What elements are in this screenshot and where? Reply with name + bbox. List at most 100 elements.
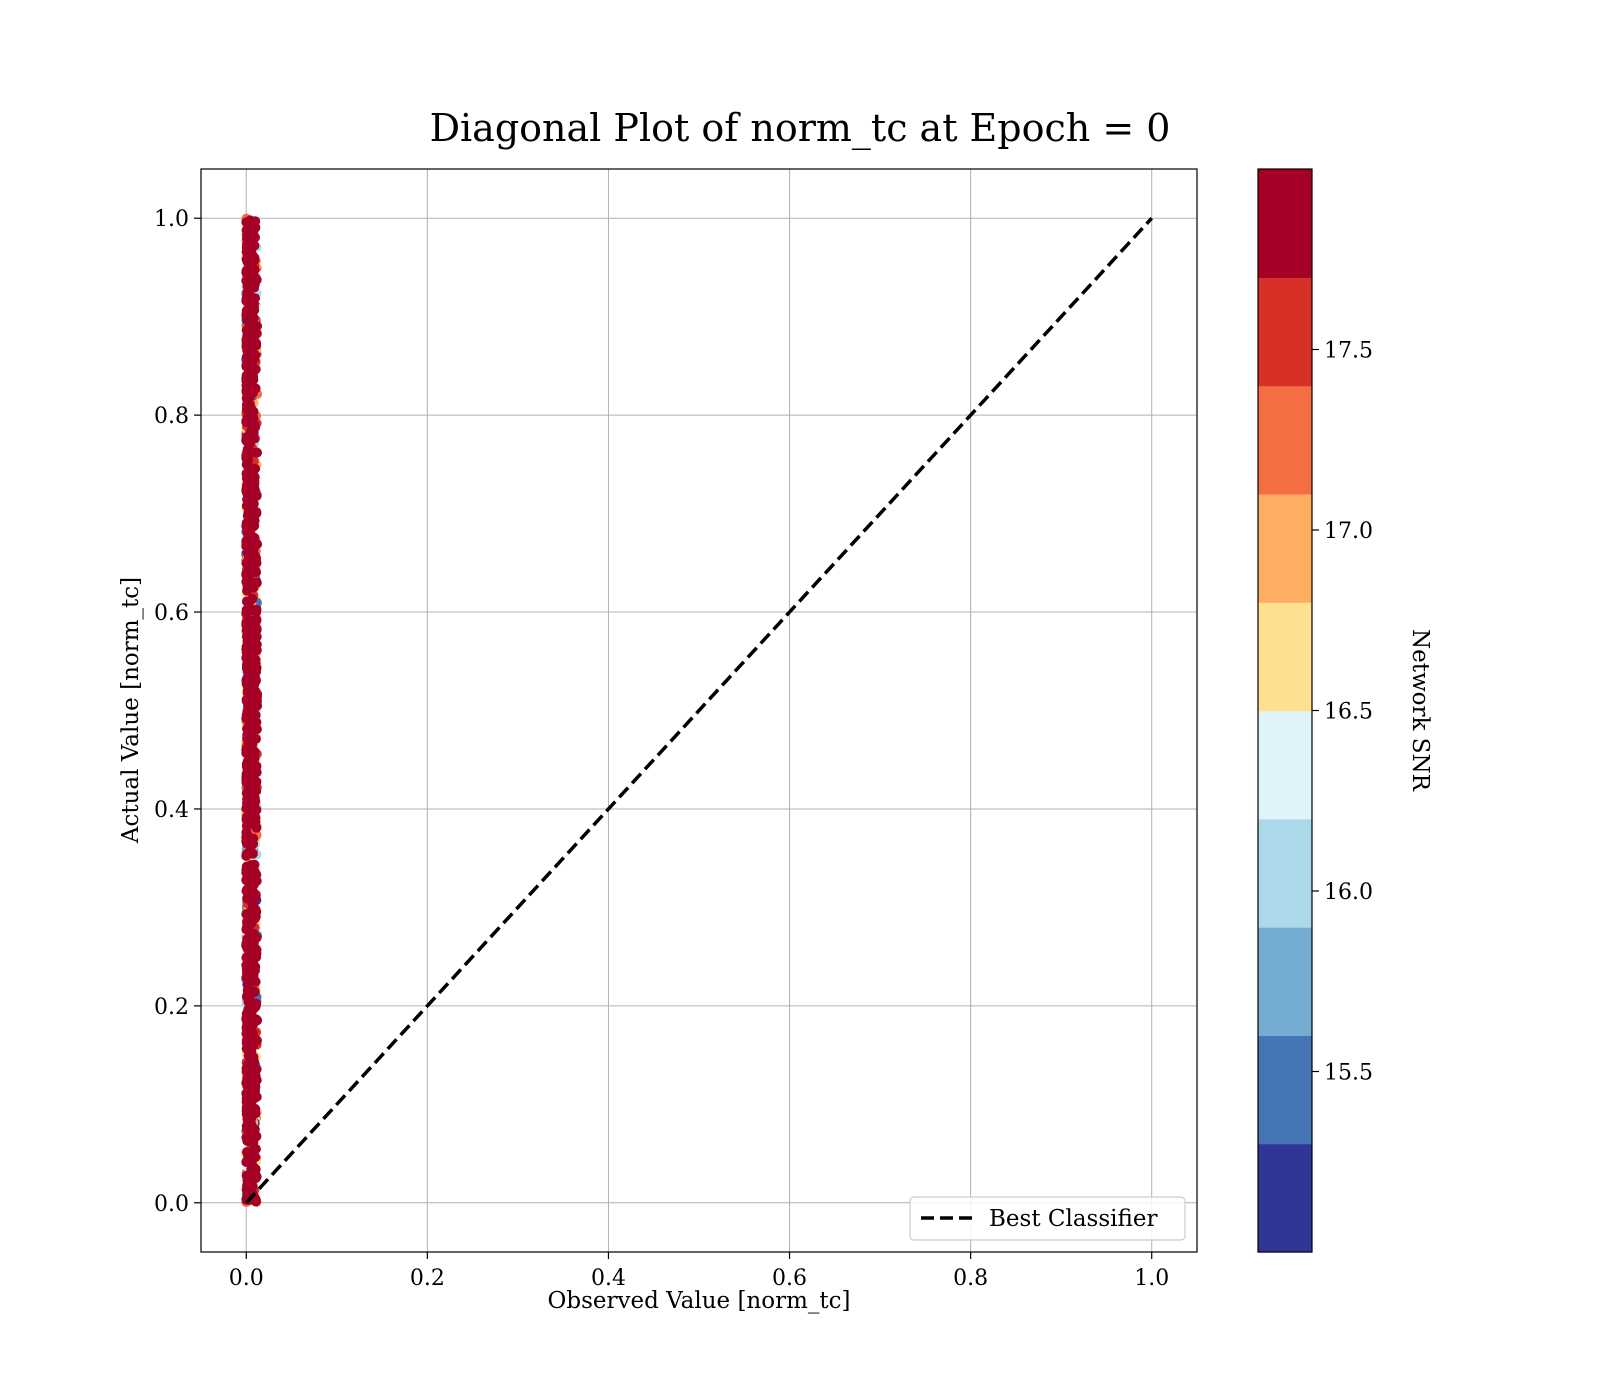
colorbar-band — [1258, 1035, 1312, 1145]
colorbar-tick-label: 17.5 — [1324, 339, 1373, 364]
data-point — [250, 673, 261, 684]
data-point — [248, 879, 259, 890]
colorbar-ticks: 15.5 16.0 16.5 17.0 17.5 — [1312, 339, 1373, 1086]
data-point — [250, 1165, 261, 1176]
data-point — [248, 382, 259, 393]
data-point — [248, 577, 259, 588]
data-point — [241, 772, 252, 783]
y-tick-label: 0.6 — [154, 601, 189, 626]
data-point — [247, 557, 258, 568]
data-point — [250, 1070, 261, 1081]
data-point — [243, 702, 254, 713]
data-point — [242, 818, 253, 829]
data-point — [251, 869, 262, 880]
data-point — [249, 812, 260, 823]
legend-box — [909, 1196, 1186, 1241]
data-point — [251, 767, 262, 778]
colorbar-band — [1258, 602, 1312, 712]
x-tick-label: 0.0 — [229, 1266, 264, 1291]
data-point — [250, 783, 261, 794]
data-point — [243, 289, 254, 300]
colorbar-label: Network SNR — [1407, 629, 1433, 792]
data-point — [241, 803, 252, 814]
x-tick-label: 0.6 — [772, 1266, 807, 1291]
colorbar-tick-label: 15.5 — [1324, 1061, 1373, 1086]
data-point — [246, 862, 257, 873]
data-point — [244, 681, 255, 692]
data-point — [244, 757, 255, 768]
data-point — [241, 1096, 252, 1107]
colorbar-bands — [1258, 169, 1312, 1253]
data-point — [249, 710, 260, 721]
y-axis-label: Actual Value [norm_tc] — [118, 577, 144, 844]
data-point — [250, 616, 261, 627]
data-point — [247, 424, 258, 435]
x-axis-label: Observed Value [norm_tc] — [548, 1288, 851, 1314]
colorbar-band — [1258, 818, 1312, 928]
data-point — [241, 828, 252, 839]
colorbar-band — [1258, 927, 1312, 1036]
data-point — [241, 625, 252, 636]
data-point — [242, 281, 253, 292]
colorbar-tick-label: 16.0 — [1324, 880, 1373, 905]
data-point — [244, 992, 255, 1003]
data-point — [243, 666, 253, 677]
data-point — [252, 700, 263, 711]
data-point — [251, 822, 262, 833]
y-axis-ticks: 0.0 0.2 0.4 0.6 0.8 1.0 — [154, 207, 201, 1217]
data-point — [250, 1063, 261, 1074]
data-point — [251, 639, 262, 650]
data-point — [241, 453, 252, 463]
data-point — [250, 463, 261, 474]
data-point — [241, 570, 252, 581]
data-point — [241, 1170, 252, 1181]
data-point — [244, 370, 254, 381]
data-point — [246, 404, 257, 414]
data-point — [248, 269, 259, 280]
plot-frame — [200, 168, 1198, 1253]
data-point — [245, 315, 256, 326]
data-point — [244, 1179, 255, 1190]
x-tick-label: 0.2 — [410, 1266, 445, 1291]
colorbar-tick-label: 17.0 — [1324, 519, 1373, 544]
data-point — [241, 393, 252, 404]
colorbar-band — [1258, 385, 1312, 495]
data-point — [248, 1003, 259, 1014]
data-point — [242, 1072, 253, 1083]
chart-title: Diagonal Plot of norm_tc at Epoch = 0 — [430, 106, 1171, 151]
data-point — [247, 235, 258, 246]
data-point — [250, 1173, 261, 1184]
data-point — [247, 965, 258, 976]
data-point — [246, 1137, 257, 1147]
data-point — [241, 788, 252, 799]
data-point — [251, 490, 262, 501]
data-point — [241, 242, 252, 253]
data-point — [242, 1019, 253, 1029]
data-point — [243, 910, 254, 921]
data-point — [242, 335, 253, 346]
y-tick-label: 0.4 — [154, 798, 189, 823]
plot-area: 0.0 0.2 0.4 0.6 0.8 1.0 0.0 0.2 0.4 0.6 0.8 1.0 — [154, 168, 1198, 1291]
data-point — [242, 482, 253, 493]
data-point — [242, 510, 253, 521]
data-point — [245, 842, 256, 853]
best-classifier-line — [244, 217, 1154, 1204]
data-point — [241, 434, 252, 445]
data-point — [250, 364, 261, 375]
y-tick-label: 0.8 — [154, 404, 189, 429]
colorbar-band — [1258, 493, 1312, 603]
data-point — [241, 1043, 252, 1054]
data-point — [243, 598, 254, 609]
data-point — [249, 793, 260, 803]
x-tick-label: 0.4 — [591, 1266, 626, 1291]
data-point — [241, 417, 252, 428]
y-tick-label: 0.2 — [154, 995, 189, 1020]
x-tick-label: 1.0 — [1134, 1266, 1169, 1291]
data-point — [244, 931, 255, 942]
grid — [201, 169, 1197, 1252]
data-point — [242, 939, 253, 950]
data-point — [243, 606, 254, 617]
data-point — [248, 1055, 259, 1066]
colorbar-band — [1258, 277, 1312, 387]
